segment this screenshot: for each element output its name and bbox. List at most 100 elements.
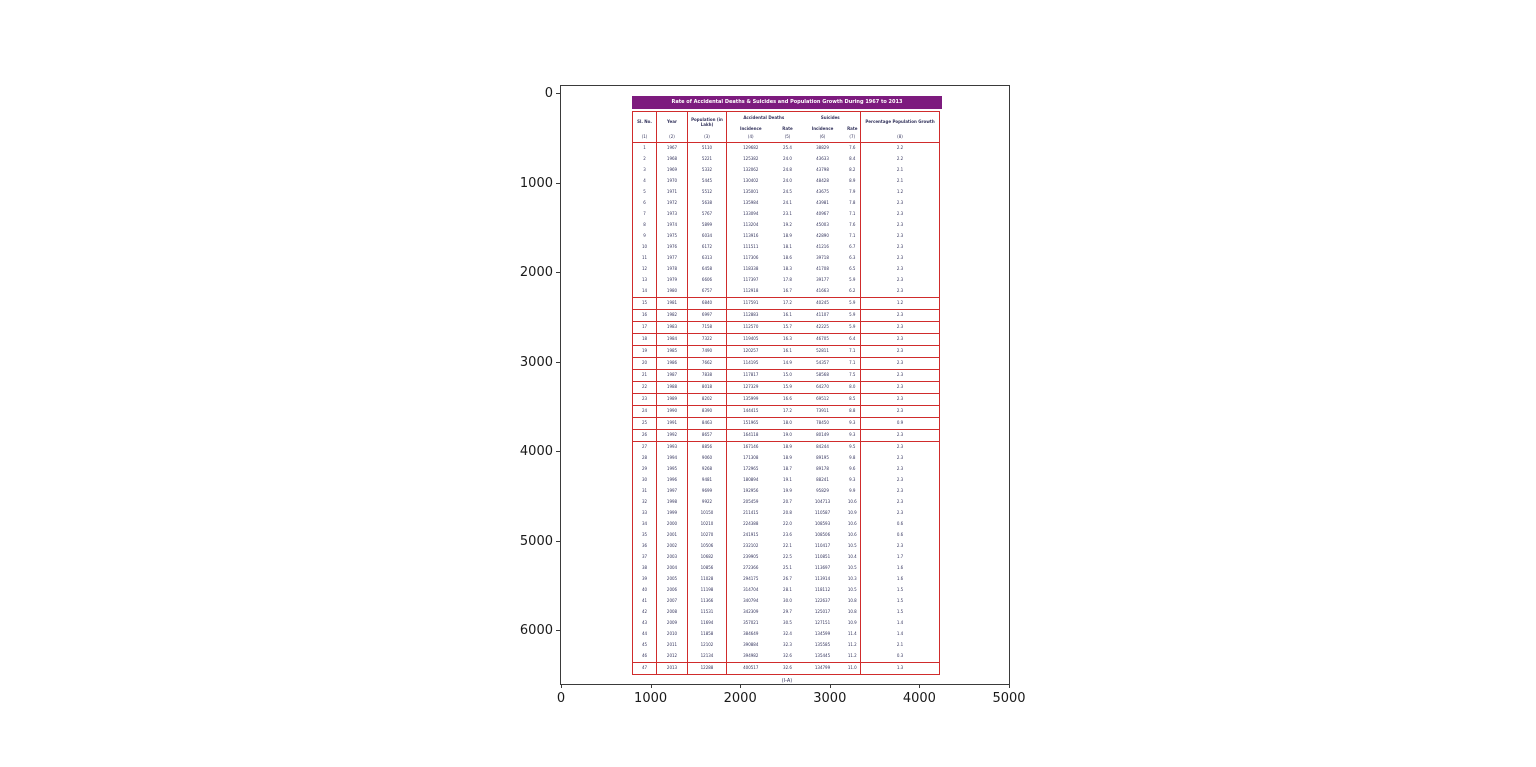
table-cell: 294175 [726, 574, 775, 585]
table-cell: 342309 [726, 607, 775, 618]
x-tick-label: 3000 [813, 691, 847, 706]
table-cell: 5512 [687, 187, 727, 198]
table-cell: 10.8 [847, 609, 857, 615]
table-cell: 1990 [656, 405, 688, 418]
table-cell: 11858 [687, 629, 727, 640]
table-row: 2 1968 5221 125382 24.0 43633 8.4 2.2 [633, 154, 940, 165]
table-cell: 84244 [816, 444, 829, 450]
table-cell: 10682 [687, 552, 727, 563]
table-cell: 357021 [726, 618, 775, 629]
table-cell: 9.3 [844, 417, 861, 430]
table-cell: 4 [643, 178, 646, 184]
table-cell: 5767 [687, 209, 727, 220]
table-cell: 2.3 [860, 209, 940, 220]
table-row: 8 1974 5899 113204 19.2 45003 7.6 2.3 [633, 220, 940, 231]
table-cell: 13 [641, 277, 648, 283]
table-cell: 10 [641, 244, 648, 250]
table-cell: 2.1 [860, 640, 940, 651]
table-cell: 39718 [816, 255, 829, 261]
table-cell: 117591 [726, 297, 775, 310]
header-year: Year [656, 111, 688, 133]
table-cell: 192956 [726, 486, 775, 497]
table-cell: 16.6 [774, 393, 801, 406]
table-cell: 22.5 [783, 554, 792, 560]
table-cell: 32.6 [774, 662, 801, 675]
table-cell: 1976 [656, 242, 688, 253]
x-tick-label: 5000 [992, 691, 1026, 706]
x-tick-label: 4000 [902, 691, 936, 706]
header-percentage-growth: Percentage Population Growth [860, 111, 940, 133]
y-tick-mark [556, 540, 560, 542]
table-cell: 6458 [687, 264, 727, 275]
table-cell: 18.9 [783, 444, 792, 450]
table-cell: 2.3 [860, 508, 940, 519]
table-cell: 0.9 [860, 417, 940, 430]
header-sl-no: Sl. No. [637, 119, 652, 125]
table-cell: 1982 [656, 309, 688, 322]
table-cell: 2001 [656, 530, 688, 541]
table-cell: 30.0 [783, 598, 792, 604]
table-cell: 205459 [726, 497, 775, 508]
table-cell: 151965 [726, 417, 775, 430]
table-cell: 25 [632, 417, 657, 430]
table-cell: 24.5 [783, 189, 792, 195]
table-row: 5 1971 5512 135001 24.5 43675 7.9 1.2 [633, 187, 940, 198]
table-cell: 390884 [726, 640, 775, 651]
table-cell: 2013 [656, 662, 688, 675]
table-cell: 1.6 [860, 574, 940, 585]
table-cell: 19.9 [783, 488, 792, 494]
table-cell: 9060 [687, 453, 727, 464]
table-cell: 2011 [656, 640, 688, 651]
table-cell: 1975 [656, 231, 688, 242]
table-cell: 110851 [814, 554, 831, 560]
table-cell: 18.7 [783, 466, 792, 472]
table-cell: 20 [632, 357, 657, 370]
table-cell: 2.3 [860, 242, 940, 253]
table-cell: 42225 [800, 321, 845, 334]
subheader-acc-incidence: Incidence [726, 125, 775, 133]
y-tick-label: 0 [544, 86, 553, 101]
table-cell: 95829 [816, 488, 829, 494]
table-cell: 272366 [726, 563, 775, 574]
y-tick-mark [556, 182, 560, 184]
table-cell: 10.6 [847, 521, 857, 527]
table-cell: 10.5 [847, 543, 857, 549]
table-cell: 11.2 [847, 642, 857, 648]
table-cell: 17.2 [774, 405, 801, 418]
table-cell: 16.1 [774, 345, 801, 358]
table-cell: 40967 [816, 211, 829, 217]
table-row: 31 1997 9699 192956 19.9 95829 9.9 2.3 [633, 486, 940, 497]
table-cell: 2.3 [860, 541, 940, 552]
table-cell: 111511 [726, 242, 775, 253]
table-cell: 2.3 [860, 321, 940, 334]
subheader-sui-rate: Rate [847, 125, 858, 131]
table-cell: 1970 [656, 176, 688, 187]
table-row: 14 1980 6757 112918 16.7 41663 6.2 2.3 [633, 286, 940, 298]
col-number: (5) [784, 134, 791, 140]
table-cell: 21 [632, 369, 657, 382]
table-row: 11 1977 6313 117306 18.6 39718 6.3 2.3 [633, 253, 940, 264]
table-cell: 11531 [687, 607, 727, 618]
table-cell: 1977 [656, 253, 688, 264]
table-row: 4 1970 5445 130402 24.0 48428 8.9 2.1 [633, 176, 940, 187]
x-tick-label: 2000 [723, 691, 757, 706]
table-cell: 17.8 [783, 277, 792, 283]
table-cell: 36 [641, 543, 648, 549]
table-cell: 6840 [687, 297, 727, 310]
table-cell: 117817 [726, 369, 775, 382]
table-cell: 1985 [656, 345, 688, 358]
table-cell: 127151 [814, 620, 831, 626]
table-cell: 7.5 [844, 369, 861, 382]
table-cell: 2.3 [860, 475, 940, 486]
table-cell: 18 [632, 333, 657, 346]
table-cell: 135445 [814, 653, 831, 659]
table-row: 37 2003 10682 239905 22.5 110851 10.4 1.7 [633, 552, 940, 563]
table-cell: 110417 [814, 543, 831, 549]
table-cell: 2.3 [860, 333, 940, 346]
y-tick-mark [556, 630, 560, 631]
table-cell: 1967 [656, 142, 688, 154]
table-cell: 114195 [726, 357, 775, 370]
header-suicides: Suicides [820, 115, 840, 121]
table-row: 3 1969 5332 132062 24.8 43798 8.2 2.1 [633, 165, 940, 176]
table-cell: 394982 [726, 651, 775, 663]
